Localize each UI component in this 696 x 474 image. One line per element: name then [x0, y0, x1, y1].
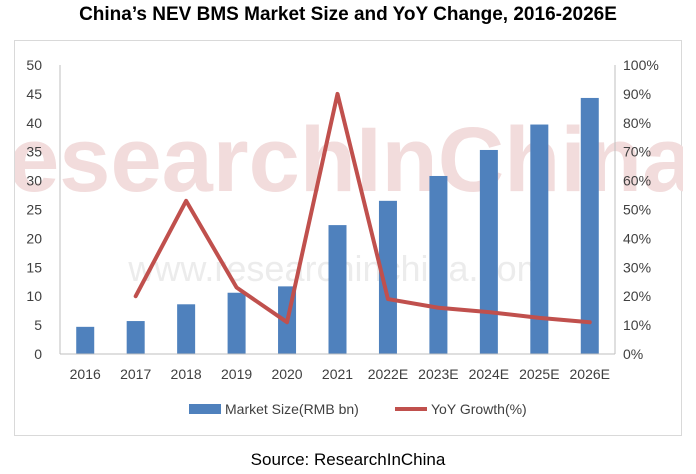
y-right-tick-label: 20%	[623, 288, 651, 304]
x-tick-label: 2024E	[469, 366, 509, 382]
x-tick-label: 2020	[271, 366, 302, 382]
source-note: Source: ResearchInChina	[250, 450, 446, 469]
x-tick-label: 2017	[120, 366, 151, 382]
y-left-tick-label: 10	[26, 288, 42, 304]
bar	[530, 124, 549, 354]
bar	[328, 225, 347, 354]
legend-label-market-size: Market Size(RMB bn)	[225, 401, 359, 417]
x-tick-label: 2023E	[418, 366, 458, 382]
yoy-growth-line	[133, 91, 592, 325]
x-tick-label: 2016	[70, 366, 101, 382]
chart-frame: ResearchInChinawww.researchinchina.com 0…	[14, 40, 683, 436]
bar	[378, 200, 397, 354]
y-left-tick-label: 40	[26, 115, 42, 131]
y-right-tick-label: 70%	[623, 144, 651, 160]
bar	[479, 149, 498, 354]
bar	[429, 175, 448, 354]
x-tick-label: 2021	[322, 366, 353, 382]
legend-label-yoy-growth: YoY Growth(%)	[431, 401, 527, 417]
y-left-tick-label: 45	[26, 86, 42, 102]
bar	[227, 292, 246, 354]
y-left-tick-label: 30	[26, 173, 42, 189]
legend-swatch-market-size	[189, 404, 221, 414]
y-right-tick-label: 10%	[623, 317, 651, 333]
x-tick-label: 2022E	[368, 366, 408, 382]
y-left-tick-label: 35	[26, 144, 42, 160]
y-right-tick-label: 60%	[623, 173, 651, 189]
x-tick-label: 2018	[171, 366, 202, 382]
y-right-tick-label: 80%	[623, 115, 651, 131]
y-right-tick-label: 90%	[623, 86, 651, 102]
y-left-tick-label: 50	[26, 57, 42, 73]
bar	[126, 321, 145, 354]
chart-plot: ResearchInChinawww.researchinchina.com 0…	[15, 57, 683, 417]
y-right-tick-label: 30%	[623, 259, 651, 275]
y-left-tick-label: 15	[26, 259, 42, 275]
y-right-tick-label: 100%	[623, 57, 659, 73]
x-tick-label: 2019	[221, 366, 252, 382]
watermark-brand: ResearchInChina	[15, 109, 683, 211]
y-right-tick-label: 40%	[623, 230, 651, 246]
x-tick-label: 2026E	[570, 366, 610, 382]
bar	[76, 326, 95, 354]
y-right-tick-label: 0%	[623, 346, 643, 362]
y-left-tick-label: 20	[26, 230, 42, 246]
y-right-tick-label: 50%	[623, 202, 651, 218]
x-tick-label: 2025E	[519, 366, 559, 382]
chart-title: China’s NEV BMS Market Size and YoY Chan…	[79, 4, 617, 25]
y-left-tick-label: 25	[26, 202, 42, 218]
y-left-tick-label: 5	[34, 317, 42, 333]
bar	[177, 304, 196, 354]
y-left-tick-label: 0	[34, 346, 42, 362]
bar	[580, 97, 599, 355]
